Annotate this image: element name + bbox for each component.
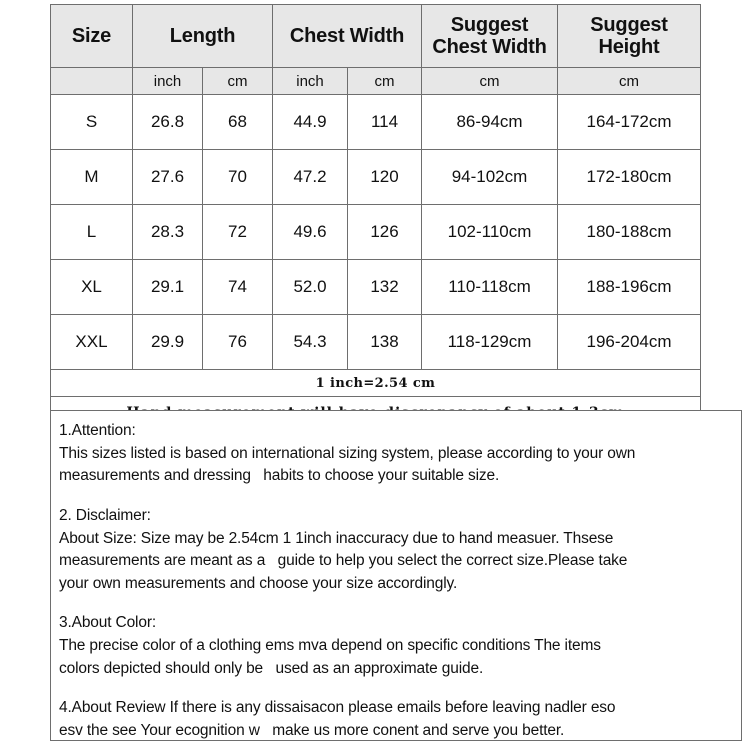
cell-chest-inch: 47.2 [272, 149, 349, 205]
table-header-main-row: Size Length Chest Width Suggest Chest Wi… [50, 4, 702, 68]
table-row: S 26.8 68 44.9 114 86-94cm 164-172cm [50, 94, 702, 150]
note-about-color-title: 3.About Color: [59, 614, 156, 632]
cell-chest-inch: 54.3 [272, 314, 349, 370]
cell-size: S [50, 94, 133, 150]
table-row: XL 29.1 74 52.0 132 110-118cm 188-196cm [50, 259, 702, 315]
header-chest-width: Chest Width [272, 4, 423, 68]
unit-suggest-height: cm [557, 67, 702, 95]
note-attention-line-2: measurements and dressing habits to choo… [59, 467, 500, 485]
cell-length-cm: 72 [201, 204, 274, 260]
footnote-conversion: 1 inch=2.54 cm [49, 369, 702, 397]
notes-panel: 1.Attention: This sizes listed is based … [50, 410, 742, 741]
cell-chest-inch: 44.9 [272, 94, 349, 150]
cell-suggest-chest: 94-102cm [421, 149, 559, 205]
cell-chest-cm: 132 [347, 259, 423, 315]
cell-chest-inch: 52.0 [272, 259, 349, 315]
note-disclaimer-line-2: measurements are meant as a guide to hel… [59, 552, 628, 570]
cell-suggest-height: 164-172cm [557, 94, 702, 150]
note-about-color-line-2: colors depicted should only be used as a… [59, 659, 484, 677]
note-about-color-line-1: The precise color of a clothing ems mva … [59, 637, 601, 654]
unit-size [50, 67, 133, 95]
unit-chest-inch: inch [272, 67, 349, 95]
table-row: XXL 29.9 76 54.3 138 118-129cm 196-204cm [50, 314, 702, 370]
size-chart-table: Size Length Chest Width Suggest Chest Wi… [49, 4, 702, 430]
cell-length-inch: 27.6 [132, 149, 203, 205]
header-size: Size [50, 4, 133, 68]
unit-length-cm: cm [201, 67, 274, 95]
note-disclaimer-title: 2. Disclaimer: [59, 506, 151, 524]
cell-size: L [50, 204, 133, 260]
cell-chest-cm: 114 [347, 94, 423, 150]
note-attention: 1.Attention: This sizes listed is based … [59, 420, 731, 488]
header-length: Length [131, 4, 274, 68]
cell-suggest-height: 180-188cm [557, 204, 702, 260]
note-about-review-line-2: esv the see Your ecognition w make us mo… [59, 721, 565, 739]
note-disclaimer: 2. Disclaimer: About Size: Size may be 2… [59, 505, 731, 596]
cell-chest-cm: 120 [347, 149, 423, 205]
note-about-review-line-1: 4.About Review If there is any dissaisac… [59, 699, 616, 717]
cell-chest-cm: 126 [347, 204, 423, 260]
cell-size: M [50, 149, 133, 205]
note-about-color: 3.About Color: The precise color of a cl… [59, 612, 731, 680]
header-suggest-height: Suggest Height [557, 4, 702, 68]
note-disclaimer-line-3: your own measurements and choose your si… [59, 574, 458, 592]
table-header-unit-row: inch cm inch cm cm cm [50, 67, 702, 95]
unit-length-inch: inch [132, 67, 203, 95]
cell-chest-cm: 138 [347, 314, 423, 370]
note-attention-line-1: This sizes listed is based on internatio… [59, 444, 636, 462]
cell-length-cm: 70 [201, 149, 274, 205]
cell-length-inch: 26.8 [132, 94, 203, 150]
cell-suggest-chest: 110-118cm [421, 259, 559, 315]
cell-length-cm: 68 [201, 94, 274, 150]
note-disclaimer-line-1: About Size: Size may be 2.54cm 1 1inch i… [59, 529, 614, 547]
cell-size: XXL [50, 314, 133, 370]
unit-chest-cm: cm [347, 67, 423, 95]
cell-suggest-height: 172-180cm [557, 149, 702, 205]
cell-suggest-chest: 118-129cm [421, 314, 559, 370]
cell-length-cm: 76 [201, 314, 274, 370]
cell-suggest-height: 188-196cm [557, 259, 702, 315]
cell-size: XL [50, 259, 133, 315]
header-suggest-chest-width: Suggest Chest Width [421, 4, 559, 68]
cell-suggest-chest: 86-94cm [421, 94, 559, 150]
cell-chest-inch: 49.6 [272, 204, 349, 260]
cell-length-inch: 29.1 [132, 259, 203, 315]
cell-length-inch: 29.9 [132, 314, 203, 370]
cell-suggest-chest: 102-110cm [421, 204, 559, 260]
footnote-conversion-row: 1 inch=2.54 cm [49, 369, 702, 397]
table-row: L 28.3 72 49.6 126 102-110cm 180-188cm [50, 204, 702, 260]
note-attention-title: 1.Attention: [59, 422, 136, 439]
table-row: M 27.6 70 47.2 120 94-102cm 172-180cm [50, 149, 702, 205]
cell-length-cm: 74 [201, 259, 274, 315]
unit-suggest-chest: cm [421, 67, 559, 95]
note-about-review: 4.About Review If there is any dissaisac… [59, 697, 731, 742]
cell-length-inch: 28.3 [132, 204, 203, 260]
cell-suggest-height: 196-204cm [557, 314, 702, 370]
